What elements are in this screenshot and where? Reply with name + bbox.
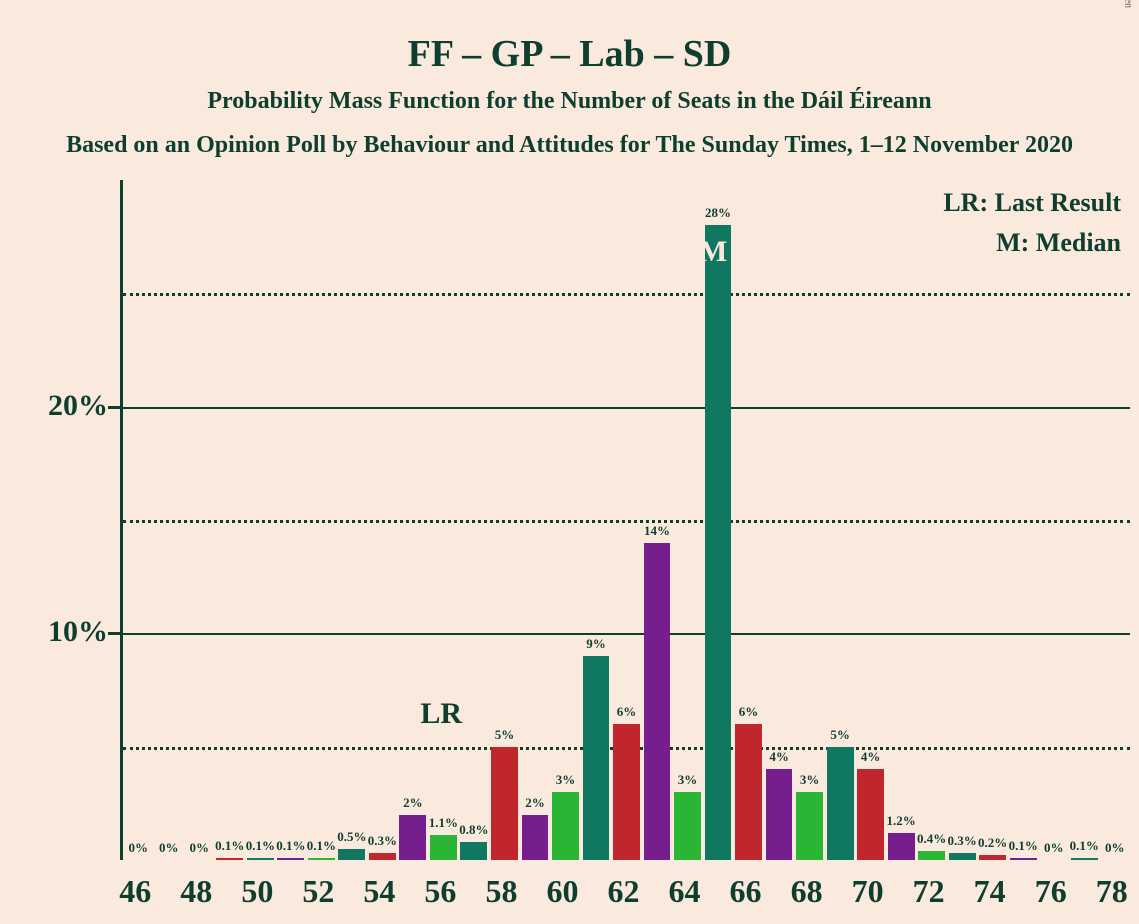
x-axis-label: 66 xyxy=(721,873,771,910)
x-axis-label: 70 xyxy=(843,873,893,910)
bar xyxy=(522,815,549,860)
bar-value-label: 5% xyxy=(474,727,534,743)
x-axis-label: 72 xyxy=(904,873,954,910)
bar xyxy=(644,543,671,860)
x-axis-label: 62 xyxy=(599,873,649,910)
bar xyxy=(796,792,823,860)
bar xyxy=(430,835,457,860)
bar-value-label: 5% xyxy=(810,727,870,743)
bar xyxy=(705,225,732,860)
chart-subtitle: Probability Mass Function for the Number… xyxy=(0,88,1139,115)
bar xyxy=(277,858,304,860)
bar-value-label: 0% xyxy=(1085,840,1139,856)
bar xyxy=(613,724,640,860)
x-axis-label: 56 xyxy=(415,873,465,910)
x-axis-label: 46 xyxy=(110,873,160,910)
x-axis-label: 58 xyxy=(476,873,526,910)
bar xyxy=(460,842,487,860)
bars-container: 0%0%0%0.1%0.1%0.1%0.1%0.5%0.3%2%1.1%0.8%… xyxy=(123,180,1130,860)
marker-m: M xyxy=(699,235,727,269)
bar-value-label: 4% xyxy=(841,749,901,765)
bar xyxy=(918,851,945,860)
bar xyxy=(674,792,701,860)
x-axis-label: 52 xyxy=(293,873,343,910)
bar-value-label: 6% xyxy=(719,704,779,720)
x-axis-label: 76 xyxy=(1026,873,1076,910)
bar xyxy=(949,853,976,860)
bar xyxy=(308,858,335,860)
x-axis-label: 60 xyxy=(537,873,587,910)
chart-source: Based on an Opinion Poll by Behaviour an… xyxy=(0,132,1139,159)
x-axis-label: 68 xyxy=(782,873,832,910)
bar-value-label: 4% xyxy=(749,749,809,765)
bar-value-label: 2% xyxy=(383,795,443,811)
bar-value-label: 28% xyxy=(688,205,748,221)
x-axis-label: 64 xyxy=(660,873,710,910)
bar xyxy=(583,656,610,860)
bar xyxy=(247,858,274,860)
bar-value-label: 9% xyxy=(566,636,626,652)
y-tick xyxy=(108,632,120,635)
x-axis-label: 78 xyxy=(1087,873,1137,910)
bar-value-label: 1.2% xyxy=(871,813,931,829)
x-axis-label: 74 xyxy=(965,873,1015,910)
x-axis-label: 48 xyxy=(171,873,221,910)
bar xyxy=(552,792,579,860)
bar xyxy=(1010,858,1037,860)
marker-lr: LR xyxy=(420,697,462,731)
x-axis-label: 50 xyxy=(232,873,282,910)
bar xyxy=(979,855,1006,860)
bar xyxy=(216,858,243,860)
bar xyxy=(735,724,762,860)
chart-title: FF – GP – Lab – SD xyxy=(0,32,1139,76)
y-tick xyxy=(108,406,120,409)
y-axis-label: 10% xyxy=(20,615,108,649)
chart-root: FF – GP – Lab – SD Probability Mass Func… xyxy=(0,0,1139,924)
bar xyxy=(338,849,365,860)
credit-text: © 2020 Filip van Laenen xyxy=(1122,0,1133,8)
y-axis-label: 20% xyxy=(20,389,108,423)
bar xyxy=(1071,858,1098,860)
plot-area: 10%20% 0%0%0%0.1%0.1%0.1%0.1%0.5%0.3%2%1… xyxy=(120,180,1130,860)
bar-value-label: 14% xyxy=(627,523,687,539)
bar xyxy=(369,853,396,860)
x-axis-label: 54 xyxy=(354,873,404,910)
